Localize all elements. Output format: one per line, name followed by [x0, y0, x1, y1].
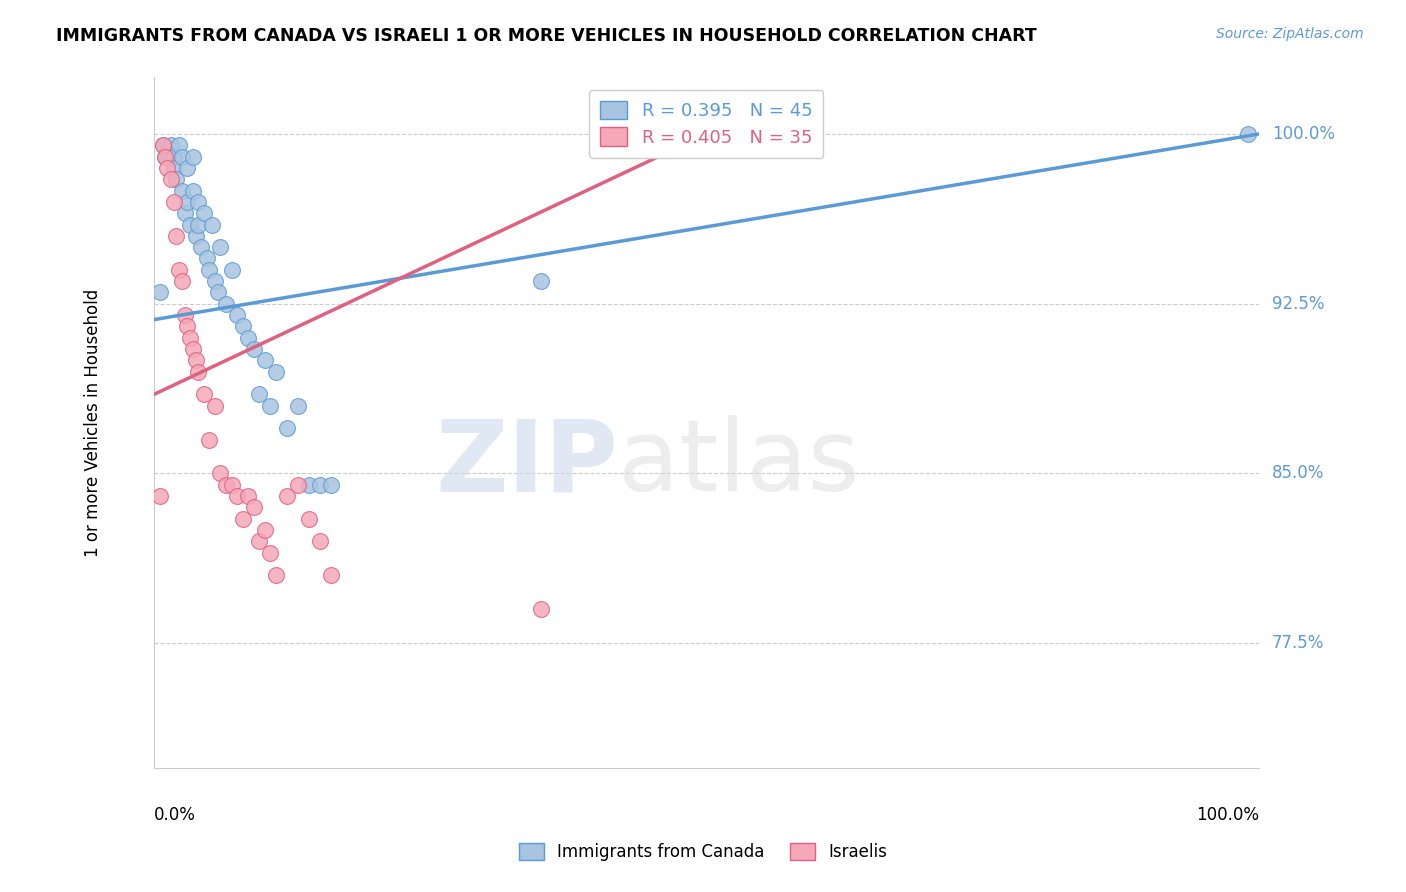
Point	[149, 489, 172, 503]
Point	[242, 500, 264, 515]
Text: 77.5%: 77.5%	[1272, 634, 1324, 652]
Point	[181, 150, 204, 164]
Point	[149, 285, 172, 300]
Point	[174, 308, 197, 322]
Point	[215, 297, 238, 311]
Point	[226, 308, 249, 322]
Point	[253, 353, 276, 368]
Point	[159, 172, 181, 186]
Point	[152, 138, 174, 153]
Point	[179, 331, 201, 345]
Point	[232, 319, 254, 334]
Point	[186, 228, 208, 243]
Point	[163, 194, 186, 209]
Point	[181, 184, 204, 198]
Point	[187, 365, 209, 379]
Point	[1236, 127, 1258, 141]
Point	[232, 512, 254, 526]
Point	[209, 240, 232, 254]
Point	[530, 274, 553, 288]
Text: 1 or more Vehicles in Household: 1 or more Vehicles in Household	[84, 288, 103, 557]
Legend: Immigrants from Canada, Israelis: Immigrants from Canada, Israelis	[512, 836, 894, 868]
Point	[276, 421, 298, 435]
Point	[187, 218, 209, 232]
Point	[165, 228, 187, 243]
Point	[215, 478, 238, 492]
Point	[193, 387, 215, 401]
Text: 92.5%: 92.5%	[1272, 294, 1324, 313]
Point	[276, 489, 298, 503]
Point	[209, 467, 232, 481]
Point	[193, 206, 215, 220]
Text: 100.0%: 100.0%	[1195, 805, 1258, 823]
Point	[156, 161, 179, 175]
Point	[167, 262, 190, 277]
Point	[170, 184, 193, 198]
Point	[163, 161, 186, 175]
Point	[170, 150, 193, 164]
Point	[174, 206, 197, 220]
Point	[176, 319, 198, 334]
Point	[264, 365, 287, 379]
Point	[309, 534, 332, 549]
Point	[204, 274, 226, 288]
Point	[319, 568, 342, 582]
Point	[226, 489, 249, 503]
Text: Source: ZipAtlas.com: Source: ZipAtlas.com	[1216, 27, 1364, 41]
Point	[198, 433, 221, 447]
Point	[181, 342, 204, 356]
Point	[242, 342, 264, 356]
Point	[247, 534, 270, 549]
Point	[176, 161, 198, 175]
Point	[195, 252, 218, 266]
Point	[287, 478, 309, 492]
Point	[155, 150, 177, 164]
Point	[198, 262, 221, 277]
Point	[253, 523, 276, 537]
Point	[298, 512, 321, 526]
Point	[298, 478, 321, 492]
Point	[236, 489, 259, 503]
Point	[207, 285, 229, 300]
Point	[152, 138, 174, 153]
Legend: R = 0.395   N = 45, R = 0.405   N = 35: R = 0.395 N = 45, R = 0.405 N = 35	[589, 90, 824, 158]
Point	[287, 399, 309, 413]
Point	[204, 399, 226, 413]
Point	[309, 478, 332, 492]
Point	[259, 399, 281, 413]
Text: IMMIGRANTS FROM CANADA VS ISRAELI 1 OR MORE VEHICLES IN HOUSEHOLD CORRELATION CH: IMMIGRANTS FROM CANADA VS ISRAELI 1 OR M…	[56, 27, 1038, 45]
Point	[176, 194, 198, 209]
Text: 85.0%: 85.0%	[1272, 465, 1324, 483]
Point	[236, 331, 259, 345]
Point	[530, 602, 553, 616]
Point	[156, 145, 179, 160]
Text: ZIP: ZIP	[436, 416, 619, 513]
Point	[221, 262, 243, 277]
Point	[179, 218, 201, 232]
Point	[159, 138, 181, 153]
Point	[155, 150, 177, 164]
Point	[247, 387, 270, 401]
Point	[264, 568, 287, 582]
Point	[187, 194, 209, 209]
Point	[319, 478, 342, 492]
Point	[167, 138, 190, 153]
Point	[165, 172, 187, 186]
Point	[221, 478, 243, 492]
Text: atlas: atlas	[619, 416, 859, 513]
Point	[201, 218, 224, 232]
Point	[170, 274, 193, 288]
Point	[190, 240, 212, 254]
Point	[259, 546, 281, 560]
Text: 100.0%: 100.0%	[1272, 125, 1334, 143]
Point	[163, 150, 186, 164]
Text: 0.0%: 0.0%	[155, 805, 195, 823]
Point	[186, 353, 208, 368]
